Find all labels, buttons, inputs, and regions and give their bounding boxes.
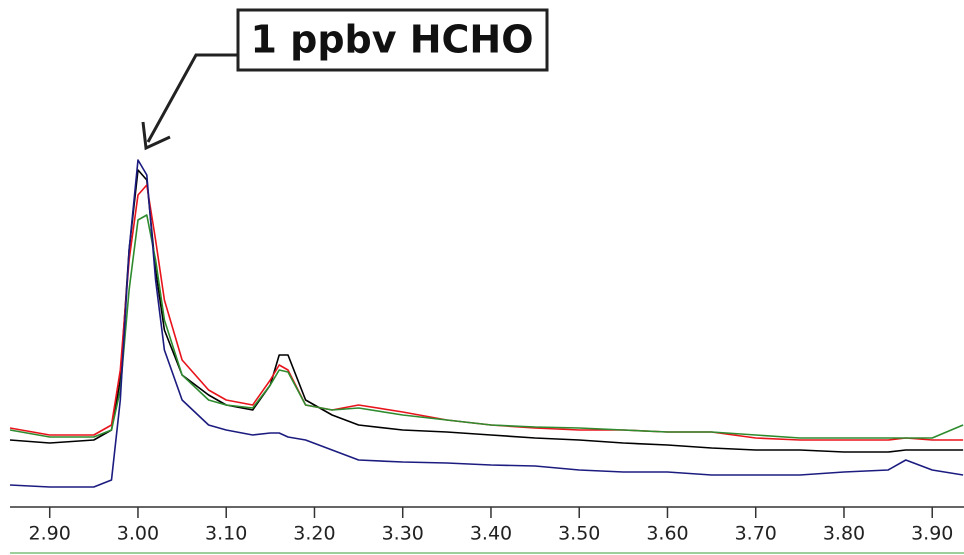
annotation-box — [236, 8, 549, 72]
x-tick-label: 3.40 — [470, 523, 512, 545]
annotation-arrow — [146, 53, 238, 143]
x-tick-label: 3.30 — [382, 523, 424, 545]
annotation: 1 ppbv HCHO — [250, 18, 533, 62]
x-tick-label: 3.80 — [823, 523, 865, 545]
series-line — [9, 159, 964, 488]
x-tick-label: 3.20 — [293, 523, 335, 545]
x-tick-label: 3.10 — [205, 523, 247, 545]
x-tick-label: 3.70 — [735, 523, 777, 545]
arrow-head — [141, 121, 171, 151]
x-tick-label: 3.50 — [558, 523, 600, 545]
x-tick-label: 2.90 — [29, 523, 71, 545]
series-line — [9, 214, 964, 439]
x-tick-label: 3.00 — [117, 523, 159, 545]
x-tick-label: 3.60 — [646, 523, 688, 545]
series-line — [9, 169, 964, 453]
x-tick-label: 3.90 — [911, 523, 953, 545]
series-line — [9, 184, 964, 441]
